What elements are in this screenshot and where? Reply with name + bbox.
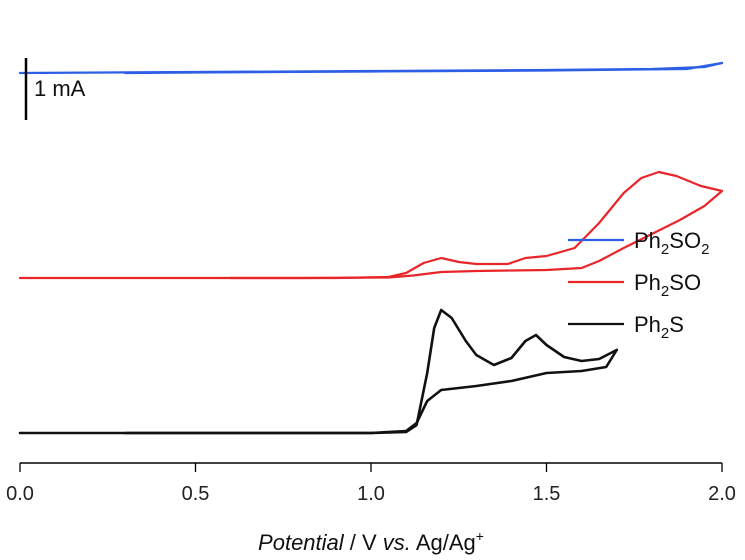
x-tick-label: 0.5 [182,483,210,505]
series-ph2so2-backward-scan [124,61,724,75]
legend-label-ph2so2: Ph2SO2 [634,228,709,258]
x-axis-label-reference: Ag/Ag [411,530,476,555]
series-ph2s-forward-scan [18,308,618,435]
x-axis-label-unit: / V [344,530,383,555]
series-ph2s-backward-scan [124,348,618,435]
x-axis-label-sup: + [476,528,484,544]
x-tick-label: 1.0 [357,483,385,505]
x-axis-label: Potential / V vs. Ag/Ag+ [258,528,484,555]
x-tick-label: 0.0 [6,483,34,505]
scale-bar-label: 1 mA [34,76,86,101]
traces-layer [18,61,724,435]
legend-label-ph2s: Ph2S [634,312,684,342]
legend-label-ph2so: Ph2SO [634,270,701,300]
legend: Ph2SO2 Ph2SO Ph2S [568,228,709,342]
x-tick-label: 1.5 [533,483,561,505]
x-axis-label-vs: vs. [383,530,411,555]
series-ph2so-forward-scan [18,170,724,280]
x-axis-ticks: 0.0 0.5 1.0 1.5 2.0 [6,463,736,505]
series-ph2so-backward-scan [229,189,724,280]
x-axis-label-italic: Potential [258,530,345,555]
x-tick-label: 2.0 [708,483,736,505]
